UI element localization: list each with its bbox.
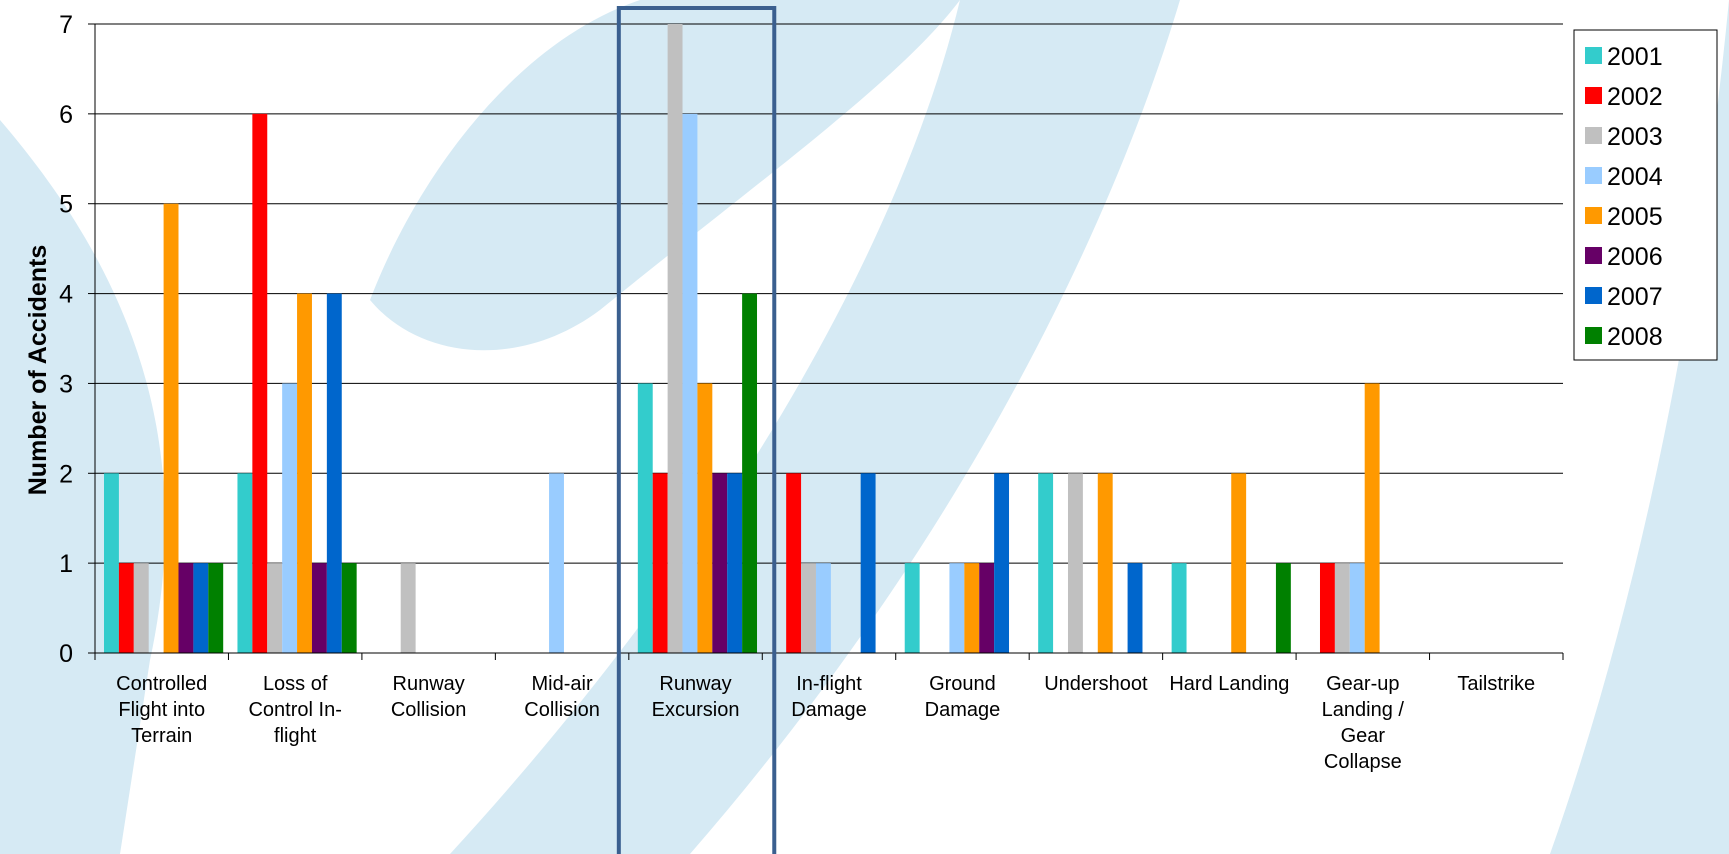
bar-2005	[697, 383, 713, 653]
x-tick-label: In-flight Damage	[791, 673, 867, 721]
bar-2003	[667, 24, 683, 653]
x-tick-label: Hard Landing	[1169, 673, 1289, 695]
x-tick-label: Ground Damage	[925, 673, 1001, 721]
x-tick-label: Undershoot	[1044, 673, 1148, 695]
bar-2001	[1038, 473, 1054, 653]
bar-2005	[1097, 473, 1113, 653]
bar-2005	[163, 203, 179, 653]
bar-2006	[178, 563, 194, 653]
bar-2007	[994, 473, 1010, 653]
bar-2003	[801, 563, 816, 653]
y-tick-label: 1	[59, 550, 73, 578]
legend-swatch-2002	[1585, 87, 1602, 104]
bar-2007	[727, 473, 743, 653]
legend-swatch-2003	[1585, 127, 1602, 144]
bar-2008	[742, 293, 758, 653]
axes	[88, 23, 1564, 660]
bar-2002	[786, 473, 802, 653]
legend-label: 2005	[1607, 203, 1663, 231]
legend-label: 2006	[1607, 243, 1663, 271]
x-tick-label: Loss of Control In-flight	[248, 673, 341, 747]
bar-2005	[1364, 383, 1380, 653]
highlight-box	[616, 6, 777, 854]
y-tick-label: 4	[59, 281, 73, 309]
legend-label: 2001	[1607, 43, 1663, 71]
legend-label: 2004	[1607, 163, 1663, 191]
legend-swatch-2001	[1585, 47, 1602, 64]
bar-2003	[267, 563, 283, 653]
y-tick-labels: 0 1 2 3 4 5 6 7	[59, 11, 73, 668]
x-tick-label: Controlled Flight into Terrain	[116, 673, 207, 747]
highlight-rectangle	[616, 6, 777, 854]
y-tick-label: 6	[59, 101, 73, 129]
legend-label: 2007	[1607, 283, 1663, 311]
bar-2003	[1067, 473, 1083, 653]
bar-2004	[549, 473, 564, 653]
bar-2004	[949, 563, 965, 653]
x-tick-label: Gear-up Landing / Gear Collapse	[1322, 673, 1405, 773]
legend-swatch-2006	[1585, 247, 1602, 264]
bar-2005	[297, 293, 312, 653]
x-tick-label: Runway Collision	[391, 673, 467, 721]
legend-swatch-2007	[1585, 287, 1602, 304]
legend-swatch-2004	[1585, 167, 1602, 184]
legend-swatch-2005	[1585, 207, 1602, 224]
bar-2002	[252, 113, 268, 654]
legend-label: 2002	[1607, 83, 1663, 111]
watermark-swoosh-left	[0, 120, 166, 854]
bar-2007	[860, 473, 876, 653]
bar-2001	[637, 383, 653, 653]
bar-2006	[311, 563, 327, 653]
bar-2001	[237, 473, 253, 653]
bar-2002	[1319, 563, 1335, 653]
bar-2004	[682, 113, 698, 654]
bar-2007	[326, 293, 342, 653]
bar-2001	[104, 473, 119, 653]
bar-2004	[282, 383, 298, 653]
y-tick-label: 7	[59, 11, 73, 39]
y-tick-label: 5	[59, 191, 73, 219]
legend-swatch-2008	[1585, 327, 1602, 344]
bar-2001	[1171, 563, 1187, 653]
x-tick-labels: Controlled Flight into Terrain Loss of Contr…	[116, 673, 1535, 773]
y-tick-label: 2	[59, 460, 73, 488]
bar-2004	[1349, 563, 1365, 653]
x-tick-label: Tailstrike	[1457, 673, 1535, 695]
bar-2002	[652, 473, 668, 653]
y-axis-label: Number of Accidents	[24, 245, 52, 496]
bar-2004	[815, 563, 831, 653]
bar-2002	[118, 563, 134, 653]
bar-2005	[964, 563, 980, 653]
bar-2007	[193, 563, 209, 653]
legend-label: 2008	[1607, 323, 1663, 351]
bar-2003	[400, 563, 416, 653]
bars-group	[104, 24, 1380, 654]
watermark-swoosh-center	[370, 0, 960, 351]
y-tick-label: 3	[59, 370, 73, 398]
bar-2003	[133, 563, 149, 653]
watermark-swoosh-right	[1550, 0, 1729, 854]
legend-label: 2003	[1607, 123, 1663, 151]
bar-2006	[712, 473, 728, 653]
bar-2007	[1127, 563, 1143, 653]
y-tick-label: 0	[59, 640, 73, 668]
bar-2005	[1231, 473, 1247, 653]
bar-2006	[979, 563, 995, 653]
bar-2008	[341, 563, 357, 653]
bar-2003	[1334, 563, 1350, 653]
bar-2001	[904, 563, 920, 653]
bar-2008	[1275, 563, 1291, 653]
legend: 2001 2002 2003 2004 2005 2006 2007 2008	[1573, 29, 1718, 361]
bar-2008	[208, 563, 224, 653]
watermark-swoosh-diagonal	[450, 0, 1180, 854]
legend-box	[1573, 29, 1718, 361]
x-tick-label: Runway Excursion	[652, 673, 740, 721]
x-tick-label: Mid-air Collision	[524, 673, 600, 721]
